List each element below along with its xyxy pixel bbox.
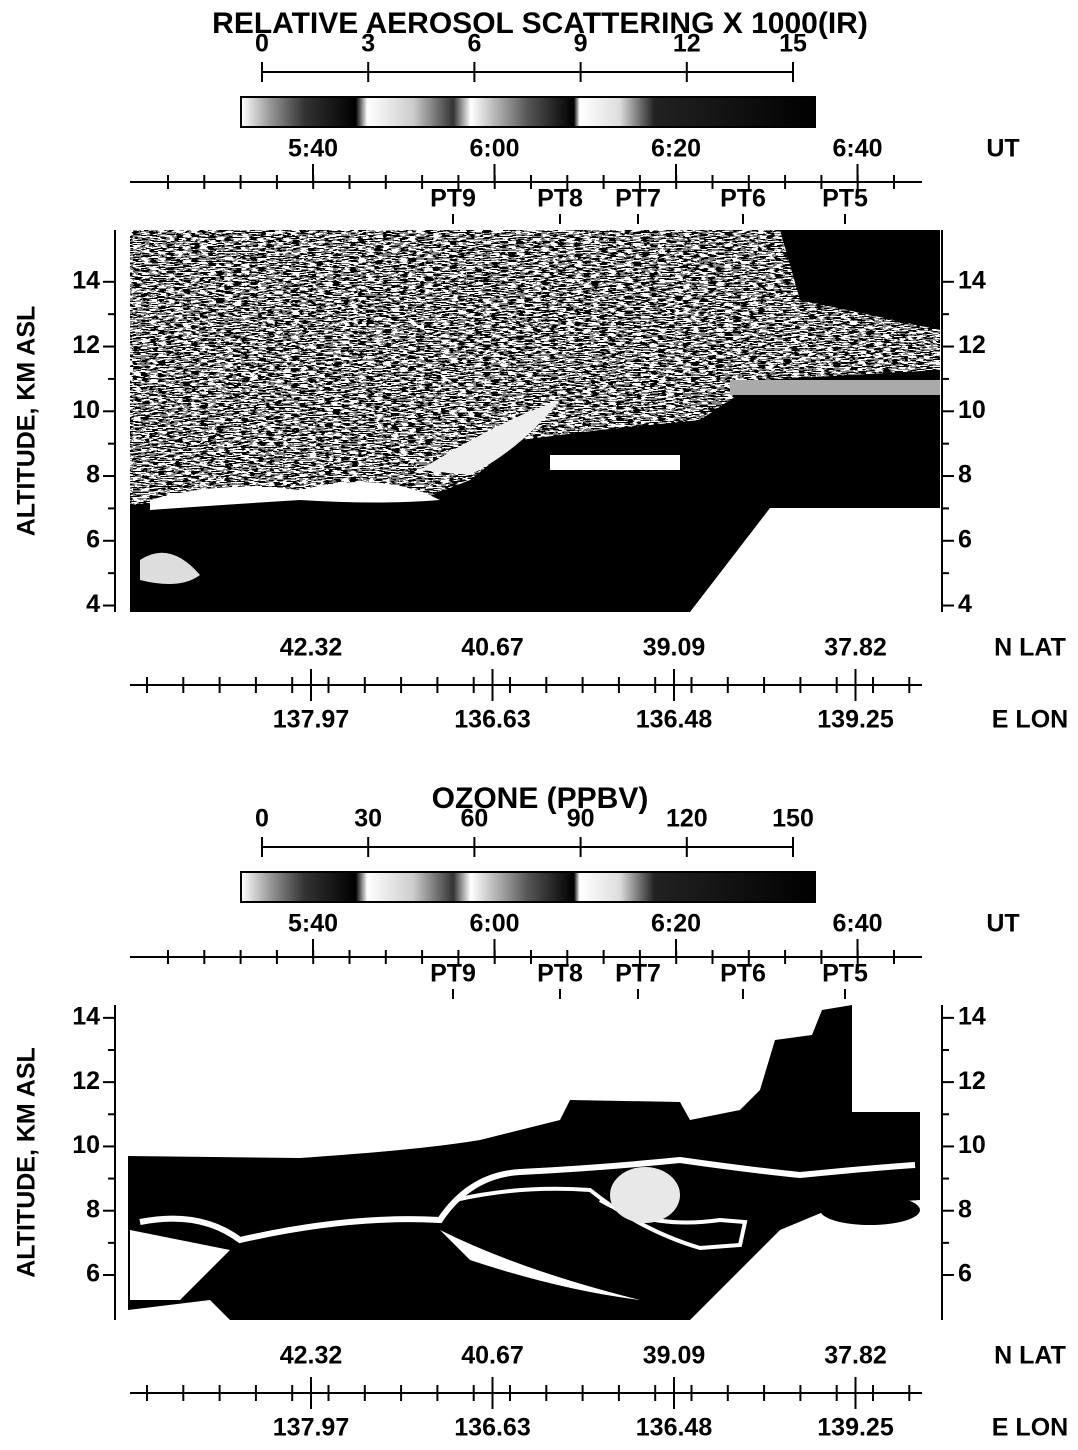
lon-label: 137.97 — [273, 706, 349, 734]
lat-label: 40.67 — [461, 1342, 524, 1370]
colorbar-tick-label: 0 — [255, 805, 269, 833]
point-label: PT5 — [822, 185, 868, 213]
colorbar-tick-label: 15 — [779, 30, 807, 58]
point-label: PT7 — [615, 185, 661, 213]
lat-label: 37.82 — [824, 1342, 887, 1370]
y-tick-label: 6 — [958, 1260, 972, 1288]
time-label: 6:20 — [651, 135, 701, 163]
y-tick-label: 12 — [958, 1067, 986, 1095]
colorbar-tick-label: 9 — [574, 30, 588, 58]
colorbar-tick-label: 12 — [673, 30, 701, 58]
lat-label: 39.09 — [643, 634, 706, 662]
y-tick-label: 8 — [958, 461, 972, 489]
point-label: PT6 — [720, 185, 766, 213]
colorbar-tick-label: 30 — [354, 805, 382, 833]
point-label: PT8 — [537, 185, 583, 213]
colorbar-tick-label: 6 — [467, 30, 481, 58]
time-axis-label: UT — [986, 135, 1019, 163]
y-tick-label: 4 — [86, 590, 100, 618]
lat-label: 40.67 — [461, 634, 524, 662]
lon-label: 137.97 — [273, 1414, 349, 1442]
lon-label: 136.63 — [454, 1414, 530, 1442]
y-axis-label: ALTITUDE, KM ASL — [13, 1047, 41, 1278]
colorbar-tick-label: 60 — [460, 805, 488, 833]
y-tick-label: 4 — [958, 590, 972, 618]
colorbar-tick-label: 120 — [666, 805, 708, 833]
y-tick-label: 12 — [72, 1067, 100, 1095]
y-tick-label: 14 — [72, 1002, 100, 1030]
y-tick-label: 14 — [958, 1002, 986, 1030]
y-tick-label: 8 — [86, 1195, 100, 1223]
lon-axis-label: E LON — [992, 706, 1068, 734]
time-label: 6:00 — [469, 135, 519, 163]
colorbar-tick-label: 0 — [255, 30, 269, 58]
lat-label: 42.32 — [280, 1342, 343, 1370]
ozone-field — [128, 1005, 920, 1320]
y-tick-label: 8 — [958, 1195, 972, 1223]
lon-label: 139.25 — [817, 1414, 894, 1442]
y-tick-label: 10 — [958, 1131, 986, 1159]
y-axis-label: ALTITUDE, KM ASL — [13, 306, 41, 537]
time-label: 6:40 — [832, 910, 882, 938]
time-label: 6:00 — [469, 910, 519, 938]
colorbar — [241, 97, 815, 127]
lat-axis-label: N LAT — [994, 1342, 1066, 1370]
colorbar-tick-label: 150 — [772, 805, 814, 833]
point-label: PT9 — [430, 960, 476, 988]
point-label: PT9 — [430, 185, 476, 213]
aerosol-field — [130, 230, 940, 612]
point-label: PT5 — [822, 960, 868, 988]
lat-label: 42.32 — [280, 634, 343, 662]
time-label: 5:40 — [288, 135, 338, 163]
lat-axis-label: N LAT — [994, 634, 1066, 662]
y-tick-label: 12 — [72, 331, 100, 359]
y-tick-label: 10 — [958, 396, 986, 424]
lat-label: 37.82 — [824, 634, 887, 662]
time-axis-label: UT — [986, 910, 1019, 938]
point-label: PT7 — [615, 960, 661, 988]
point-label: PT6 — [720, 960, 766, 988]
figure: RELATIVE AEROSOL SCATTERING X 1000(IR)03… — [0, 0, 1078, 1450]
time-label: 6:20 — [651, 910, 701, 938]
lon-label: 136.63 — [454, 706, 530, 734]
time-label: 6:40 — [832, 135, 882, 163]
y-tick-label: 14 — [958, 266, 986, 294]
lon-axis-label: E LON — [992, 1414, 1068, 1442]
lon-label: 136.48 — [636, 1414, 713, 1442]
y-tick-label: 6 — [958, 525, 972, 553]
lon-label: 139.25 — [817, 706, 894, 734]
y-tick-label: 12 — [958, 331, 986, 359]
lon-label: 136.48 — [636, 706, 713, 734]
time-label: 5:40 — [288, 910, 338, 938]
colorbar — [241, 872, 815, 902]
y-tick-label: 10 — [72, 1131, 100, 1159]
colorbar-tick-label: 3 — [361, 30, 375, 58]
y-tick-label: 14 — [72, 266, 100, 294]
lat-label: 39.09 — [643, 1342, 706, 1370]
y-tick-label: 10 — [72, 396, 100, 424]
y-tick-label: 6 — [86, 1260, 100, 1288]
y-tick-label: 8 — [86, 461, 100, 489]
point-label: PT8 — [537, 960, 583, 988]
y-tick-label: 6 — [86, 525, 100, 553]
chart-title: RELATIVE AEROSOL SCATTERING X 1000(IR) — [212, 7, 868, 40]
colorbar-tick-label: 90 — [567, 805, 595, 833]
